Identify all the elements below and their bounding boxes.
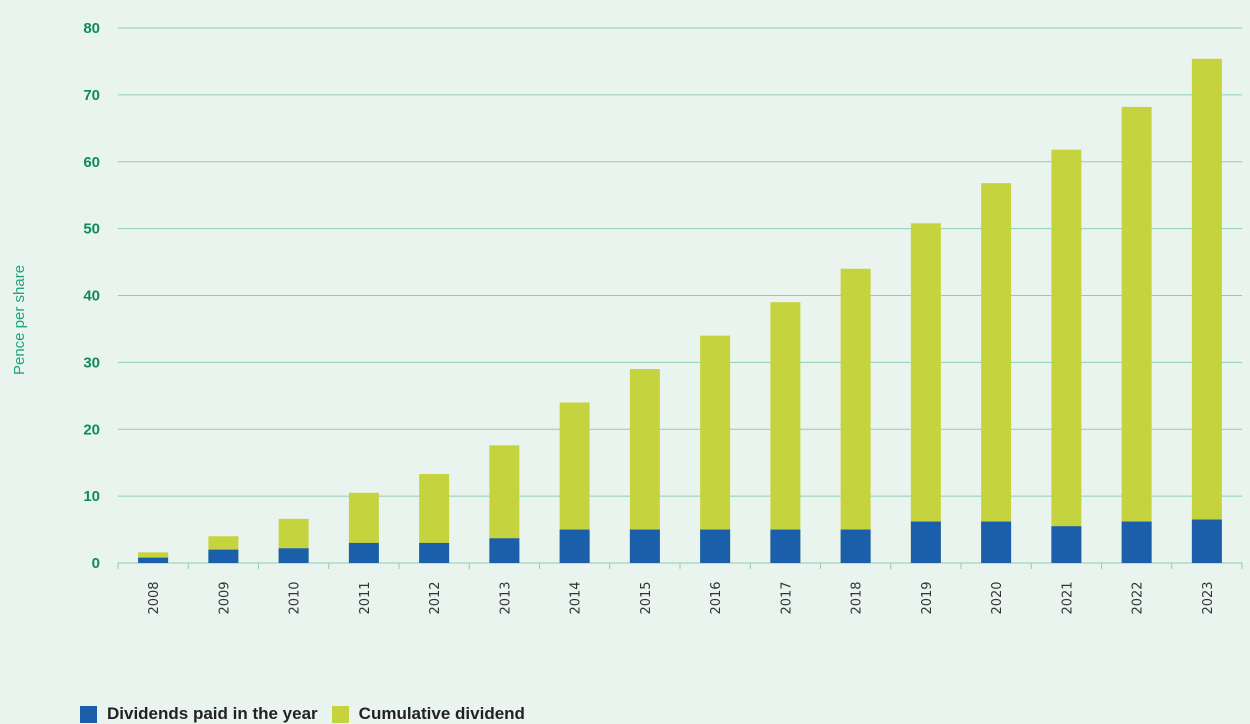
legend-swatch-annual (80, 705, 97, 723)
legend-swatch-cumulative (331, 705, 349, 723)
x-tick-label: 2023 (1201, 581, 1216, 614)
bar-annual-2017 (770, 529, 801, 563)
bar-cumulative-2023 (1191, 58, 1222, 563)
x-tick-label: 2009 (217, 581, 232, 614)
bar-annual-2018 (840, 529, 871, 563)
bar-annual-2011 (348, 542, 379, 563)
bar-annual-2012 (419, 542, 450, 563)
y-tick-label: 60 (83, 154, 100, 171)
y-tick-label: 10 (83, 488, 100, 505)
legend-label-annual: Dividends paid in the year (107, 704, 318, 723)
legend: Dividends paid in the year Cumulative di… (80, 704, 539, 724)
y-tick-label: 70 (83, 87, 100, 104)
x-tick-label: 2022 (1131, 581, 1146, 614)
legend-item-annual: Dividends paid in the year (80, 704, 318, 724)
x-tick-label: 2018 (850, 581, 865, 614)
y-tick-label: 0 (92, 555, 100, 572)
bar-cumulative-2022 (1121, 106, 1152, 563)
bar-cumulative-2017 (770, 302, 801, 563)
x-tick-label: 2021 (1060, 581, 1075, 614)
x-tick-label: 2013 (498, 581, 513, 614)
x-tick-label: 2016 (709, 581, 724, 614)
x-tick-label: 2012 (428, 581, 443, 614)
gridlines (118, 27, 1242, 564)
y-tick-label: 20 (83, 421, 100, 438)
bar-cumulative-2021 (1051, 149, 1082, 563)
legend-label-cumulative: Cumulative dividend (358, 704, 525, 723)
bar-annual-2014 (559, 529, 590, 563)
bar-annual-2022 (1121, 521, 1152, 563)
bar-annual-2009 (208, 549, 239, 563)
x-tick-label: 2019 (920, 581, 935, 614)
y-tick-label: 80 (83, 20, 100, 37)
bar-cumulative-2020 (981, 183, 1012, 563)
y-tick-label: 50 (83, 221, 100, 238)
y-tick-label: 40 (83, 288, 100, 305)
bar-annual-2016 (700, 529, 731, 563)
dividend-chart: 0 10 20 30 40 50 60 70 80 2008 2009 2010 2011 2012 201… (11, 20, 1243, 615)
bar-annual-2019 (910, 521, 941, 563)
x-tick-label: 2010 (288, 581, 303, 614)
x-tick-label: 2015 (639, 581, 654, 614)
bar-cumulative-2018 (840, 268, 871, 563)
bar-annual-2020 (981, 521, 1012, 563)
bar-annual-2008 (138, 557, 169, 563)
legend-item-cumulative: Cumulative dividend (331, 704, 525, 724)
y-tick-label: 30 (83, 354, 100, 371)
bar-annual-2010 (278, 548, 309, 563)
bar-annual-2015 (629, 529, 660, 563)
x-tick-label: 2014 (569, 581, 584, 614)
x-tick-label: 2017 (779, 581, 794, 614)
bar-annual-2013 (489, 538, 520, 563)
y-axis-label: Pence per share (11, 265, 28, 375)
bar-cumulative-2019 (910, 223, 941, 563)
x-tick-label: 2011 (358, 581, 373, 614)
x-tick-label: 2020 (990, 581, 1005, 614)
bar-cumulative-2016 (700, 335, 731, 563)
bars (138, 58, 1222, 563)
bar-annual-2021 (1051, 526, 1082, 563)
bar-annual-2023 (1191, 519, 1222, 563)
x-tick-label: 2008 (147, 581, 162, 614)
axes: 0 10 20 30 40 50 60 70 80 2008 2009 2010 2011 2012 201… (83, 20, 1243, 615)
